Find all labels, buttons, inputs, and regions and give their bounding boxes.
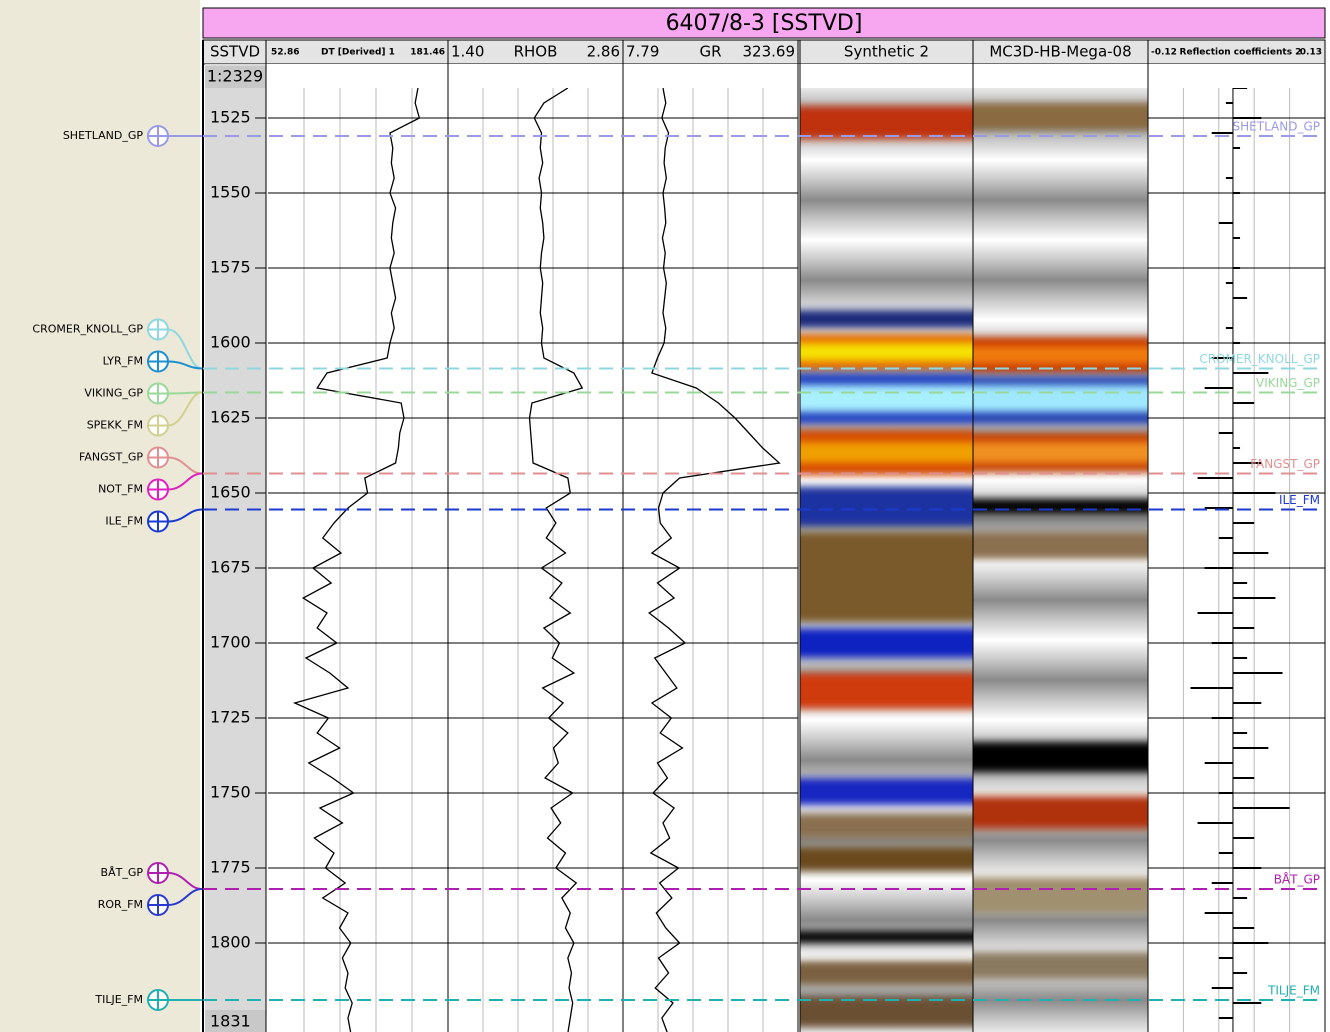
chart-title: 6407/8-3 [SSTVD] xyxy=(666,11,863,36)
seismic-band xyxy=(800,778,973,805)
top-label: TILJE_FM xyxy=(94,993,143,1006)
seismic-band xyxy=(800,814,973,838)
track-top-label: FANGST_GP xyxy=(1250,457,1320,471)
seismic-band xyxy=(800,385,973,412)
track-header: Synthetic 2 xyxy=(844,43,929,61)
scale: 1:2329 xyxy=(207,67,263,86)
depth-tick-label: 1800 xyxy=(210,933,251,952)
depth-tick-label: 1700 xyxy=(210,633,251,652)
seismic-band xyxy=(973,385,1148,412)
track-max: 323.69 xyxy=(743,43,796,61)
track-top-label: TILJE_FM xyxy=(1267,984,1320,998)
track-top-label: CROMER_KNOLL_GP xyxy=(1199,352,1320,366)
seismic-band xyxy=(800,487,973,526)
top-label: BÅT_GP xyxy=(101,866,144,879)
top-label: FANGST_GP xyxy=(79,451,143,464)
seismic-band xyxy=(973,532,1148,559)
track-top-label: VIKING_GP xyxy=(1256,376,1320,390)
top-label: ROR_FM xyxy=(98,898,143,911)
depth-tick-label: 1750 xyxy=(210,783,251,802)
depth-tick-label: 1725 xyxy=(210,708,251,727)
top-label: VIKING_GP xyxy=(84,387,143,400)
track-top-label: ILE_FM xyxy=(1279,493,1320,507)
seismic-band xyxy=(800,343,973,361)
log-curve xyxy=(295,88,420,1032)
log-curve xyxy=(649,88,779,1032)
seismic-band xyxy=(800,442,973,463)
seismic-band xyxy=(800,106,973,139)
track-max: 181.46 xyxy=(410,48,445,58)
seismic-band xyxy=(973,442,1148,463)
seismic-band xyxy=(973,952,1148,979)
track-name: GR xyxy=(699,43,721,61)
seismic-band xyxy=(800,628,973,658)
seismic-band xyxy=(973,346,1148,364)
seismic-band xyxy=(800,961,973,985)
top-label: NOT_FM xyxy=(98,483,143,496)
top-label: SHETLAND_GP xyxy=(63,129,144,142)
seismic-band xyxy=(800,532,973,622)
track-name: Reflection coefficients 2 xyxy=(1180,48,1302,58)
header-gap xyxy=(266,64,1325,88)
track-max: 0.13 xyxy=(1300,48,1322,58)
depth-tick-label: 1625 xyxy=(210,408,251,427)
track-min: -0.12 xyxy=(1151,48,1177,58)
seismic-band xyxy=(973,796,1148,829)
depth-header: SSTVD xyxy=(210,43,260,61)
base-depth: 1831 xyxy=(210,1012,251,1031)
depth-tick-label: 1775 xyxy=(210,858,251,877)
track-min: 1.40 xyxy=(451,43,484,61)
depth-tick-label: 1575 xyxy=(210,258,251,277)
track-min: 7.79 xyxy=(626,43,659,61)
top-label: LYR_FM xyxy=(103,355,143,368)
depth-tick-label: 1550 xyxy=(210,183,251,202)
log-curve xyxy=(530,88,583,1032)
depth-tick-label: 1675 xyxy=(210,558,251,577)
top-label: ILE_FM xyxy=(105,515,143,528)
depth-track xyxy=(205,64,266,1032)
depth-tick-label: 1650 xyxy=(210,483,251,502)
seismic-band xyxy=(973,742,1148,772)
seismic-band xyxy=(800,931,973,943)
seismic-band xyxy=(800,673,973,709)
seismic-band xyxy=(973,103,1148,130)
track-top-label: SHETLAND_GP xyxy=(1233,120,1320,134)
track-name: DT [Derived] 1 xyxy=(321,48,395,58)
track-name: RHOB xyxy=(514,43,558,61)
track-header: MC3D-HB-Mega-08 xyxy=(989,43,1131,61)
seismic-band xyxy=(973,499,1148,514)
seismic-band xyxy=(973,877,1148,913)
track-min: 52.86 xyxy=(271,48,299,58)
seismic-band xyxy=(800,847,973,871)
well-log: 6407/8-3 [SSTVD] 1:2329 SSTVD 1525 1550 15… xyxy=(0,0,1330,1032)
track-top-label: BÅT_GP xyxy=(1274,872,1320,887)
top-label: SPEKK_FM xyxy=(87,419,143,432)
top-label: CROMER_KNOLL_GP xyxy=(32,323,143,336)
depth-tick-label: 1600 xyxy=(210,333,251,352)
seismic-band xyxy=(800,310,973,328)
seismic-band xyxy=(800,997,973,1027)
depth-tick-label: 1525 xyxy=(210,108,251,127)
track-max: 2.86 xyxy=(587,43,620,61)
plot-area xyxy=(268,88,1325,1032)
